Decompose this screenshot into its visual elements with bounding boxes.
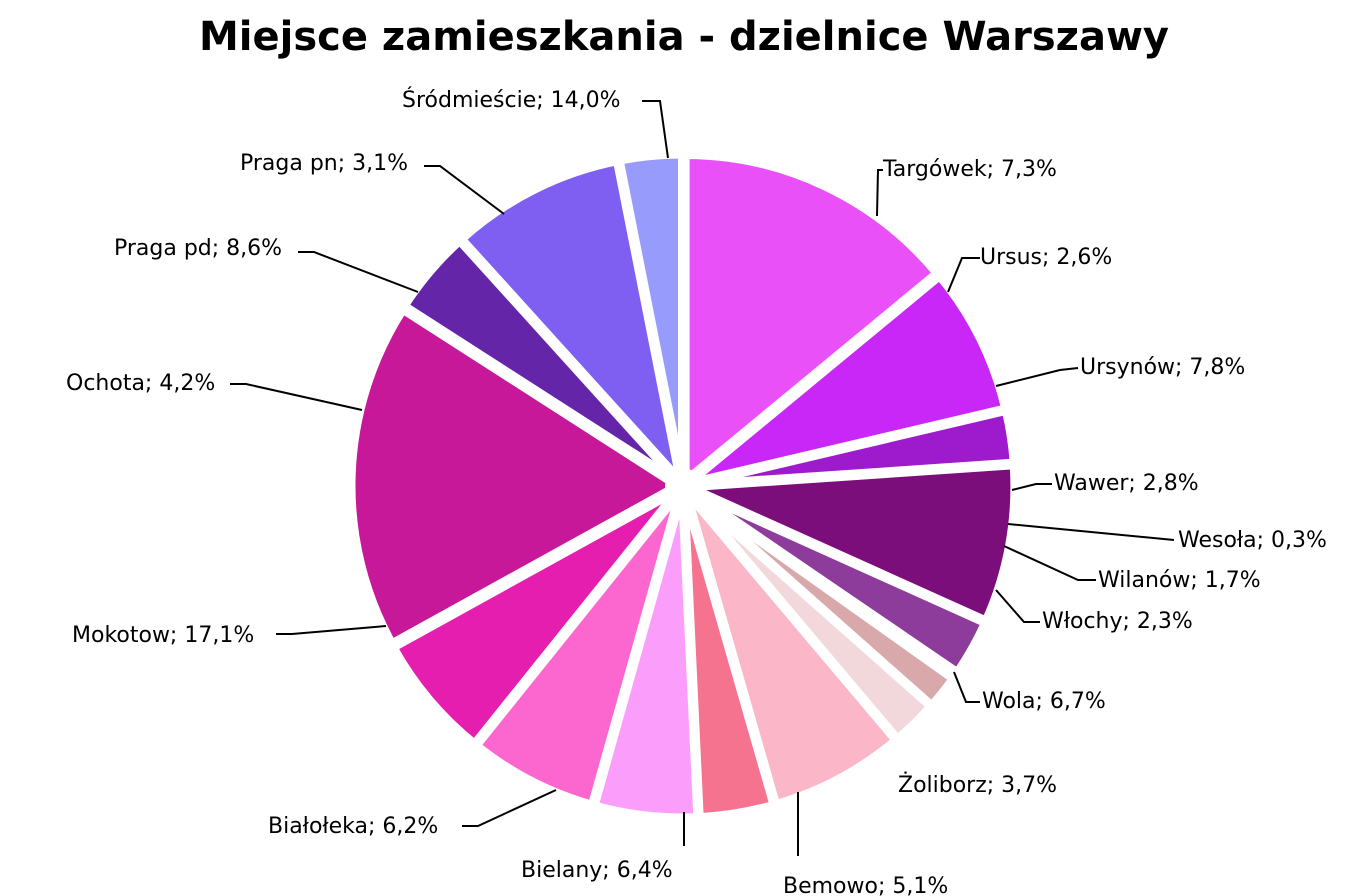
slice-label: Wesoła; 0,3% — [1178, 528, 1327, 553]
label-leader-line — [424, 165, 505, 215]
label-leader-line — [1011, 483, 1052, 491]
label-leader-line — [876, 169, 883, 217]
label-leader-line — [230, 383, 363, 411]
slice-label: Bemowo; 5,1% — [783, 874, 948, 896]
slice-label: Białołeka; 6,2% — [268, 814, 438, 839]
label-leader-line — [276, 625, 387, 635]
label-leader-line — [298, 251, 419, 293]
pie-slice — [456, 156, 686, 487]
label-leader-line — [642, 100, 669, 159]
slice-label: Praga pn; 3,1% — [240, 151, 408, 176]
slice-label: Mokotow; 17,1% — [72, 623, 254, 648]
slice-label: Bielany; 6,4% — [521, 858, 673, 883]
pie-slice — [346, 304, 683, 649]
pie-slice — [471, 485, 686, 810]
pie-center — [665, 468, 701, 504]
slice-label: Ursus; 2,6% — [980, 245, 1112, 270]
pie-slice — [388, 484, 684, 749]
pie-slice — [683, 460, 1020, 626]
label-leader-line — [947, 257, 980, 293]
chart-title: Miejsce zamieszkania - dzielnice Warszaw… — [199, 14, 1169, 60]
pie-slice — [682, 271, 1011, 489]
slice-label: Targówek; 7,3% — [882, 157, 1057, 182]
slice-label: Śródmieście; 14,0% — [402, 87, 621, 113]
slice-label: Wola; 6,7% — [982, 689, 1106, 714]
slice-label: Włochy; 2,3% — [1042, 609, 1193, 634]
label-leader-line — [1003, 545, 1096, 581]
pie-slice — [680, 149, 942, 486]
label-leader-line — [1007, 523, 1175, 541]
slice-label: Wawer; 2,8% — [1054, 471, 1199, 496]
slice-label: Praga pd; 8,6% — [114, 236, 282, 261]
label-leader-line — [995, 589, 1040, 623]
slice-label: Wilanów; 1,7% — [1098, 568, 1261, 593]
slice-label: Ursynów; 7,8% — [1080, 355, 1245, 380]
label-leader-line — [953, 671, 980, 703]
label-leader-line — [995, 367, 1079, 387]
slice-label: Żoliborz; 3,7% — [898, 772, 1057, 798]
pie-slice — [680, 485, 901, 810]
slice-label: Ochota; 4,2% — [66, 371, 215, 396]
pie-slice — [614, 149, 688, 486]
label-leader-line — [462, 789, 557, 827]
